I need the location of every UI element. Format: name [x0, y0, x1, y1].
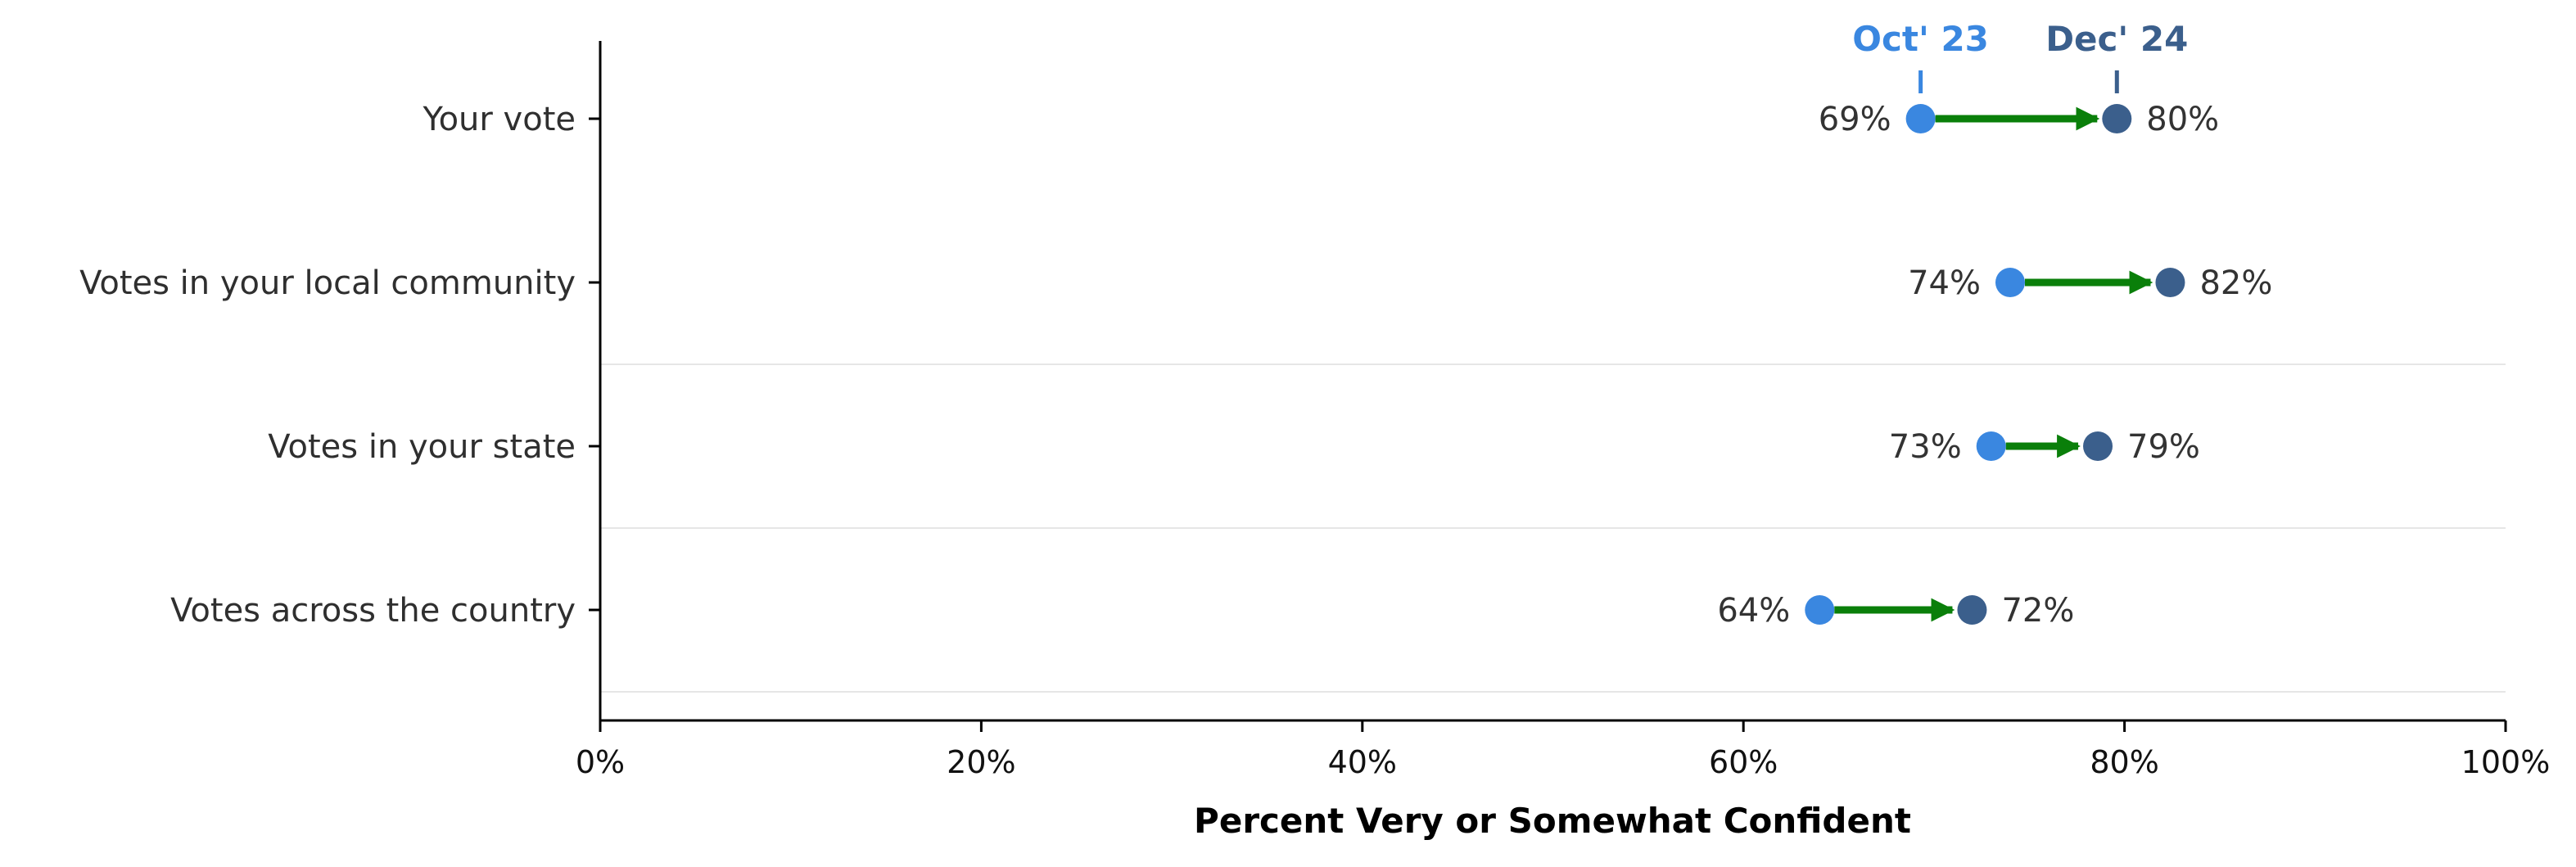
- value-label-start: 64%: [1717, 592, 1790, 630]
- y-axis-ticks: Your vote Votes in your local community Vo…: [79, 101, 600, 630]
- x-tick-label: 100%: [2461, 744, 2551, 780]
- row-gridlines: [600, 364, 2506, 693]
- x-tick-label: 40%: [1328, 744, 1397, 780]
- x-tick-label: 20%: [947, 744, 1015, 780]
- dot-dec24: [1957, 595, 1987, 625]
- dot-dec24: [2083, 431, 2113, 461]
- chart-legend: Oct' 23 Dec' 24: [1852, 19, 2188, 93]
- category-label: Your vote: [422, 101, 576, 138]
- plot-marks: 69% 80% 74% 82% 73% 79% 64% 72%: [1717, 101, 2272, 630]
- category-label: Votes in your local community: [79, 264, 576, 302]
- x-tick-label: 60%: [1709, 744, 1778, 780]
- dot-oct23: [1976, 431, 2006, 461]
- legend-label: Dec' 24: [2045, 19, 2188, 59]
- dot-dec24: [2102, 104, 2132, 133]
- category-label: Votes in your state: [268, 428, 576, 466]
- legend-label: Oct' 23: [1852, 19, 1989, 59]
- dot-oct23: [1905, 104, 1936, 133]
- x-axis-ticks: 0% 20% 40% 60% 80% 100%: [576, 720, 2550, 780]
- x-axis-title: Percent Very or Somewhat Confident: [1194, 801, 1911, 841]
- value-label-end: 80%: [2146, 101, 2219, 138]
- value-label-end: 72%: [2001, 592, 2074, 630]
- value-label-start: 74%: [1908, 264, 1981, 302]
- value-label-start: 69%: [1819, 101, 1891, 138]
- dot-dec24: [2155, 268, 2185, 297]
- value-label-end: 82%: [2199, 264, 2272, 302]
- dot-oct23: [1995, 268, 2025, 297]
- x-tick-label: 80%: [2090, 744, 2158, 780]
- dot-oct23: [1805, 595, 1835, 625]
- category-label: Votes across the country: [170, 592, 576, 630]
- value-label-end: 79%: [2127, 428, 2200, 466]
- x-tick-label: 0%: [576, 744, 625, 780]
- value-label-start: 73%: [1889, 428, 1962, 466]
